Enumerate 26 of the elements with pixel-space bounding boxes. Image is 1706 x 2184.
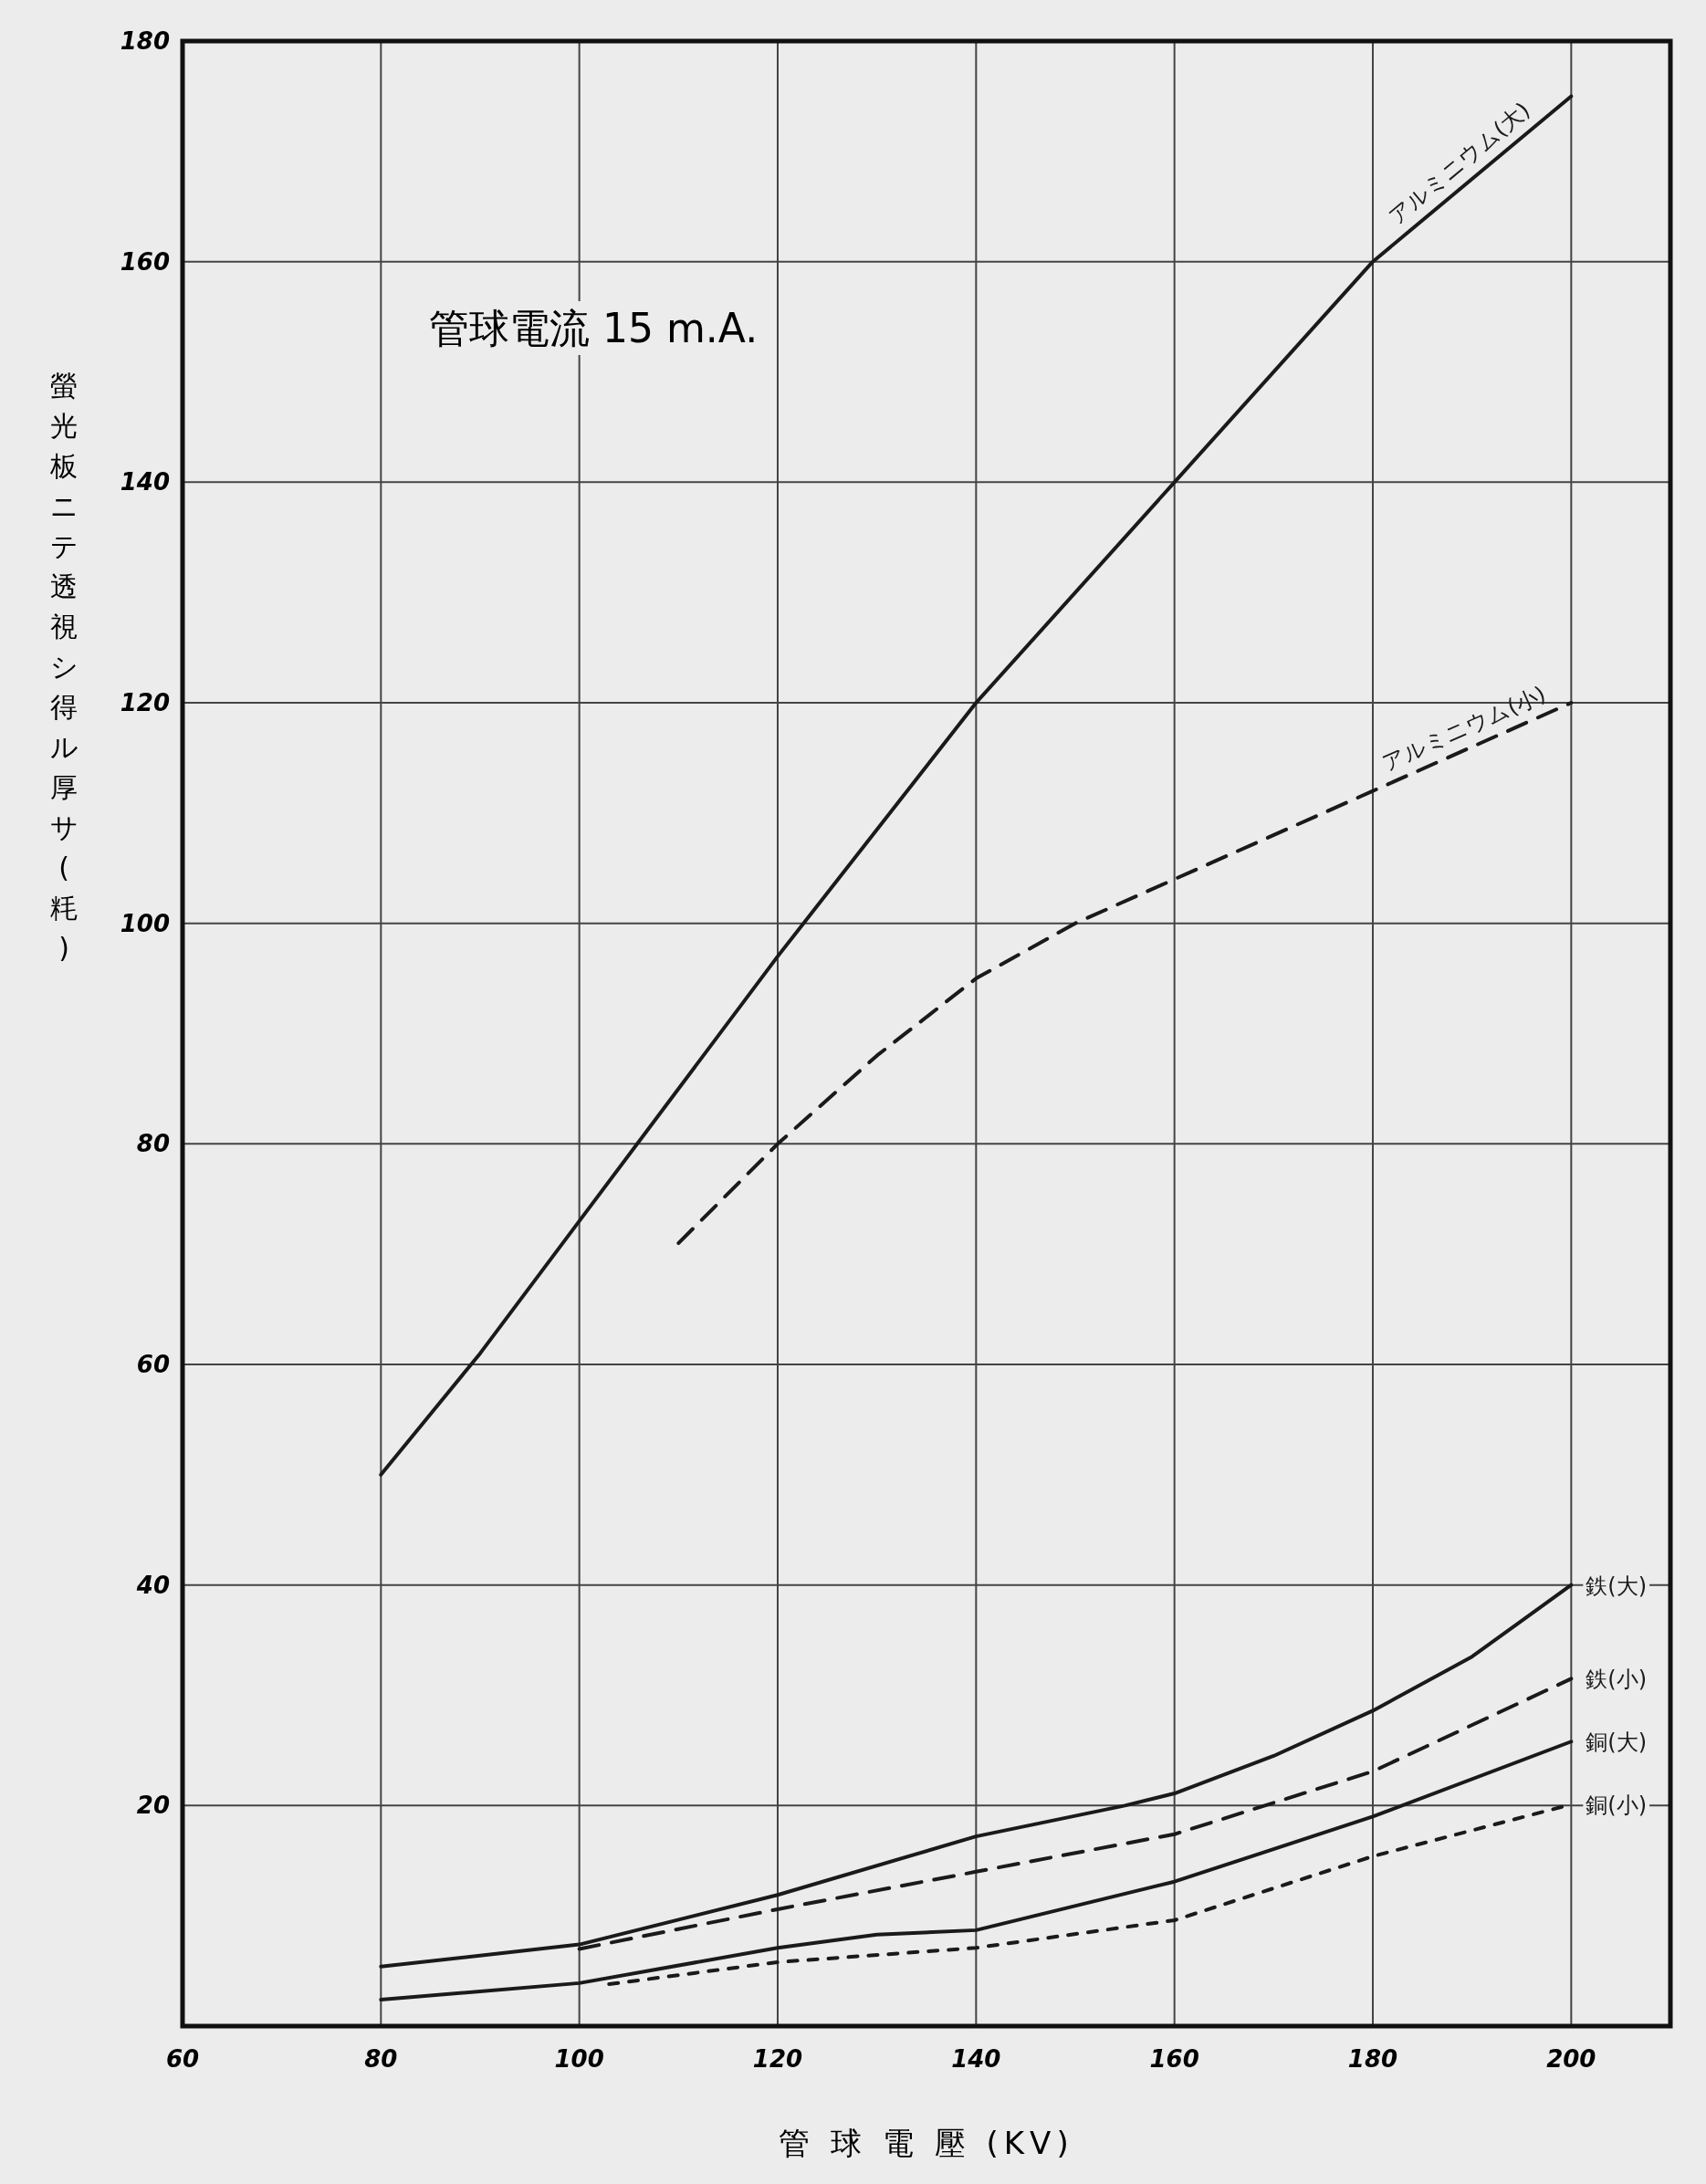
y-tick-label: 160 [120,247,170,276]
y-tick-label: 60 [136,1351,170,1378]
y-tick-label: 120 [120,689,170,716]
series-label: 銅(小) [1586,1792,1648,1819]
series-label: 銅(大) [1586,1729,1648,1756]
x-tick-label: 120 [752,2045,803,2073]
annotation: 管球電流 15 m.A. [429,305,759,351]
series-label: 鉄(大) [1586,1573,1648,1599]
y-tick-label: 100 [120,909,170,937]
text: 螢光板ニテ透視シ得ル厚サ(粍) [49,369,78,964]
y-tick-label: 140 [120,468,170,496]
x-tick-label: 160 [1149,2045,1199,2073]
series-label: 鉄(小) [1586,1667,1648,1693]
x-tick-label: 140 [951,2045,1001,2073]
text: アルミニウム(小) [1377,681,1550,777]
x-tick-label: 80 [364,2045,398,2073]
y-tick-label: 40 [135,1571,170,1599]
y-tick-label: 80 [136,1130,170,1158]
y-tick-label: 180 [120,27,170,55]
y-tick-label: 20 [136,1792,170,1820]
x-tick-label: 180 [1347,2045,1398,2073]
x-axis-title: 管 球 電 壓 (KV) [779,2125,1074,2161]
x-tick-label: 100 [554,2045,604,2073]
text: アルミニウム(大) [1383,97,1535,230]
x-tick-label: 60 [165,2045,200,2073]
x-tick-label: 200 [1546,2045,1596,2073]
